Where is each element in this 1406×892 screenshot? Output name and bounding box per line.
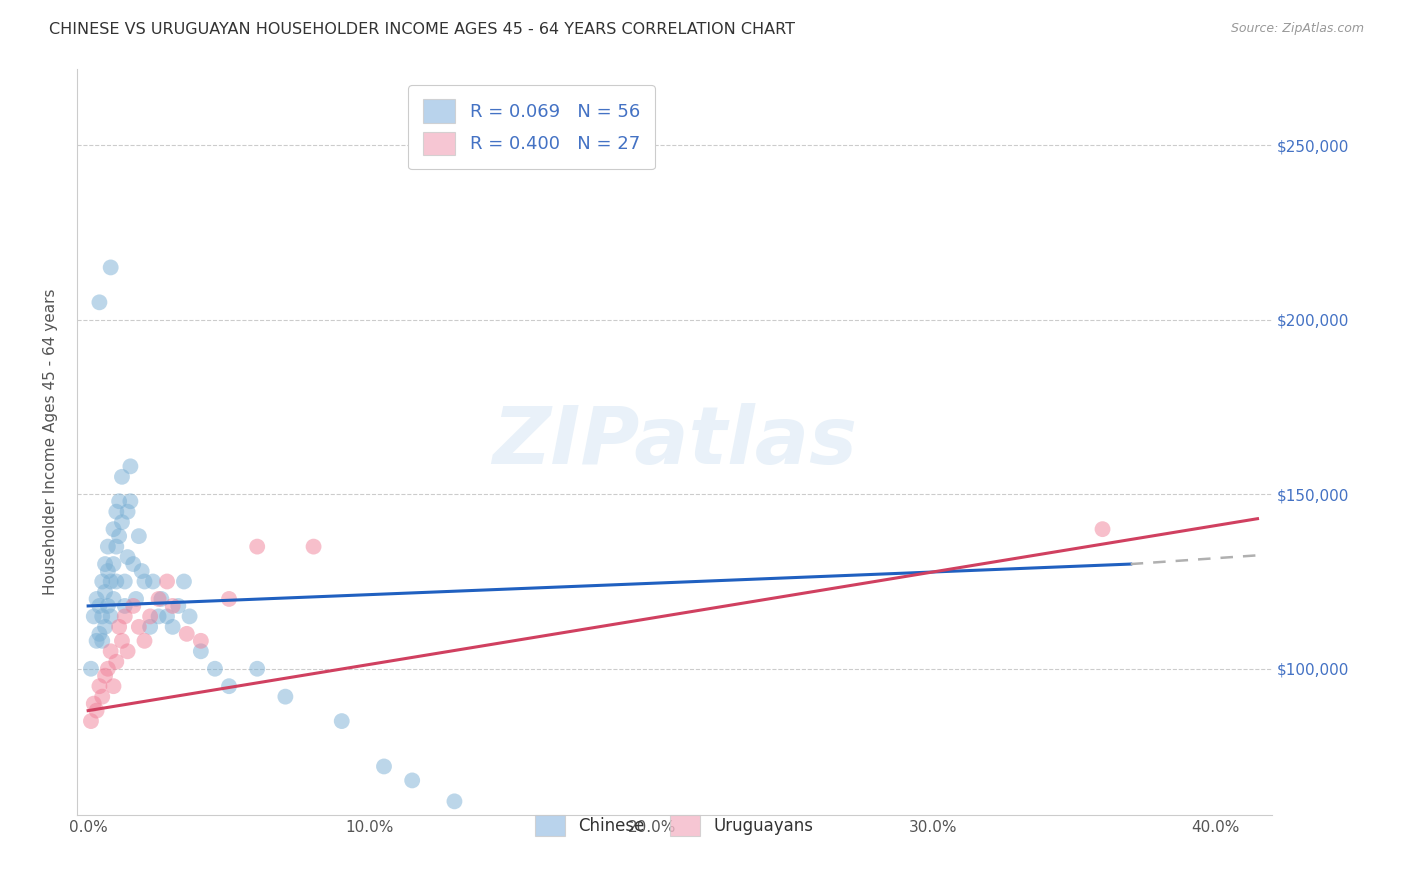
Point <box>100 609 122 624</box>
Point <box>105 505 128 519</box>
Point <box>401 773 423 788</box>
Point <box>139 609 162 624</box>
Point <box>167 599 190 613</box>
Point <box>148 609 170 624</box>
Point <box>122 557 145 571</box>
Point <box>142 574 165 589</box>
Point <box>94 585 117 599</box>
Point <box>246 662 269 676</box>
Point <box>91 690 114 704</box>
Point <box>443 794 465 808</box>
Point <box>120 459 142 474</box>
Point <box>156 609 179 624</box>
Point <box>91 574 114 589</box>
Point <box>91 609 114 624</box>
Point <box>117 505 139 519</box>
Point <box>373 759 395 773</box>
Point <box>117 644 139 658</box>
Point <box>100 574 122 589</box>
Point <box>97 662 120 676</box>
Point <box>89 627 111 641</box>
Point <box>134 633 156 648</box>
Point <box>97 540 120 554</box>
Point <box>162 599 184 613</box>
Point <box>105 655 128 669</box>
Point <box>89 679 111 693</box>
Point <box>94 620 117 634</box>
Point <box>103 591 125 606</box>
Point <box>117 550 139 565</box>
Point <box>204 662 226 676</box>
Point <box>1091 522 1114 536</box>
Point <box>176 627 198 641</box>
Point <box>190 644 212 658</box>
Point <box>246 540 269 554</box>
Point <box>89 599 111 613</box>
Point <box>131 564 153 578</box>
Point <box>302 540 325 554</box>
Point <box>103 522 125 536</box>
Point <box>89 295 111 310</box>
Point <box>134 574 156 589</box>
Point <box>97 564 120 578</box>
Point <box>86 704 108 718</box>
Legend: Chinese, Uruguayans: Chinese, Uruguayans <box>527 806 821 845</box>
Point <box>173 574 195 589</box>
Point <box>108 494 131 508</box>
Point <box>94 557 117 571</box>
Point <box>86 633 108 648</box>
Point <box>100 260 122 275</box>
Point <box>156 574 179 589</box>
Point <box>179 609 201 624</box>
Point <box>105 574 128 589</box>
Point <box>86 591 108 606</box>
Point <box>108 529 131 543</box>
Point <box>190 633 212 648</box>
Point <box>105 540 128 554</box>
Y-axis label: Householder Income Ages 45 - 64 years: Householder Income Ages 45 - 64 years <box>44 289 58 595</box>
Text: ZIPatlas: ZIPatlas <box>492 403 856 481</box>
Point <box>218 591 240 606</box>
Point <box>122 599 145 613</box>
Point <box>128 620 150 634</box>
Point <box>83 609 105 624</box>
Point <box>83 697 105 711</box>
Point <box>100 644 122 658</box>
Point <box>162 620 184 634</box>
Point <box>80 714 103 728</box>
Point <box>274 690 297 704</box>
Point <box>111 633 134 648</box>
Point <box>218 679 240 693</box>
Point <box>125 591 148 606</box>
Point <box>103 679 125 693</box>
Point <box>91 633 114 648</box>
Point <box>128 529 150 543</box>
Point <box>103 557 125 571</box>
Point <box>111 470 134 484</box>
Point <box>114 599 136 613</box>
Point <box>150 591 173 606</box>
Point <box>114 609 136 624</box>
Point <box>94 669 117 683</box>
Point <box>148 591 170 606</box>
Text: Source: ZipAtlas.com: Source: ZipAtlas.com <box>1230 22 1364 36</box>
Point <box>97 599 120 613</box>
Point <box>330 714 353 728</box>
Point <box>114 574 136 589</box>
Point <box>139 620 162 634</box>
Point <box>111 515 134 529</box>
Point <box>80 662 103 676</box>
Text: CHINESE VS URUGUAYAN HOUSEHOLDER INCOME AGES 45 - 64 YEARS CORRELATION CHART: CHINESE VS URUGUAYAN HOUSEHOLDER INCOME … <box>49 22 796 37</box>
Point <box>120 494 142 508</box>
Point <box>108 620 131 634</box>
